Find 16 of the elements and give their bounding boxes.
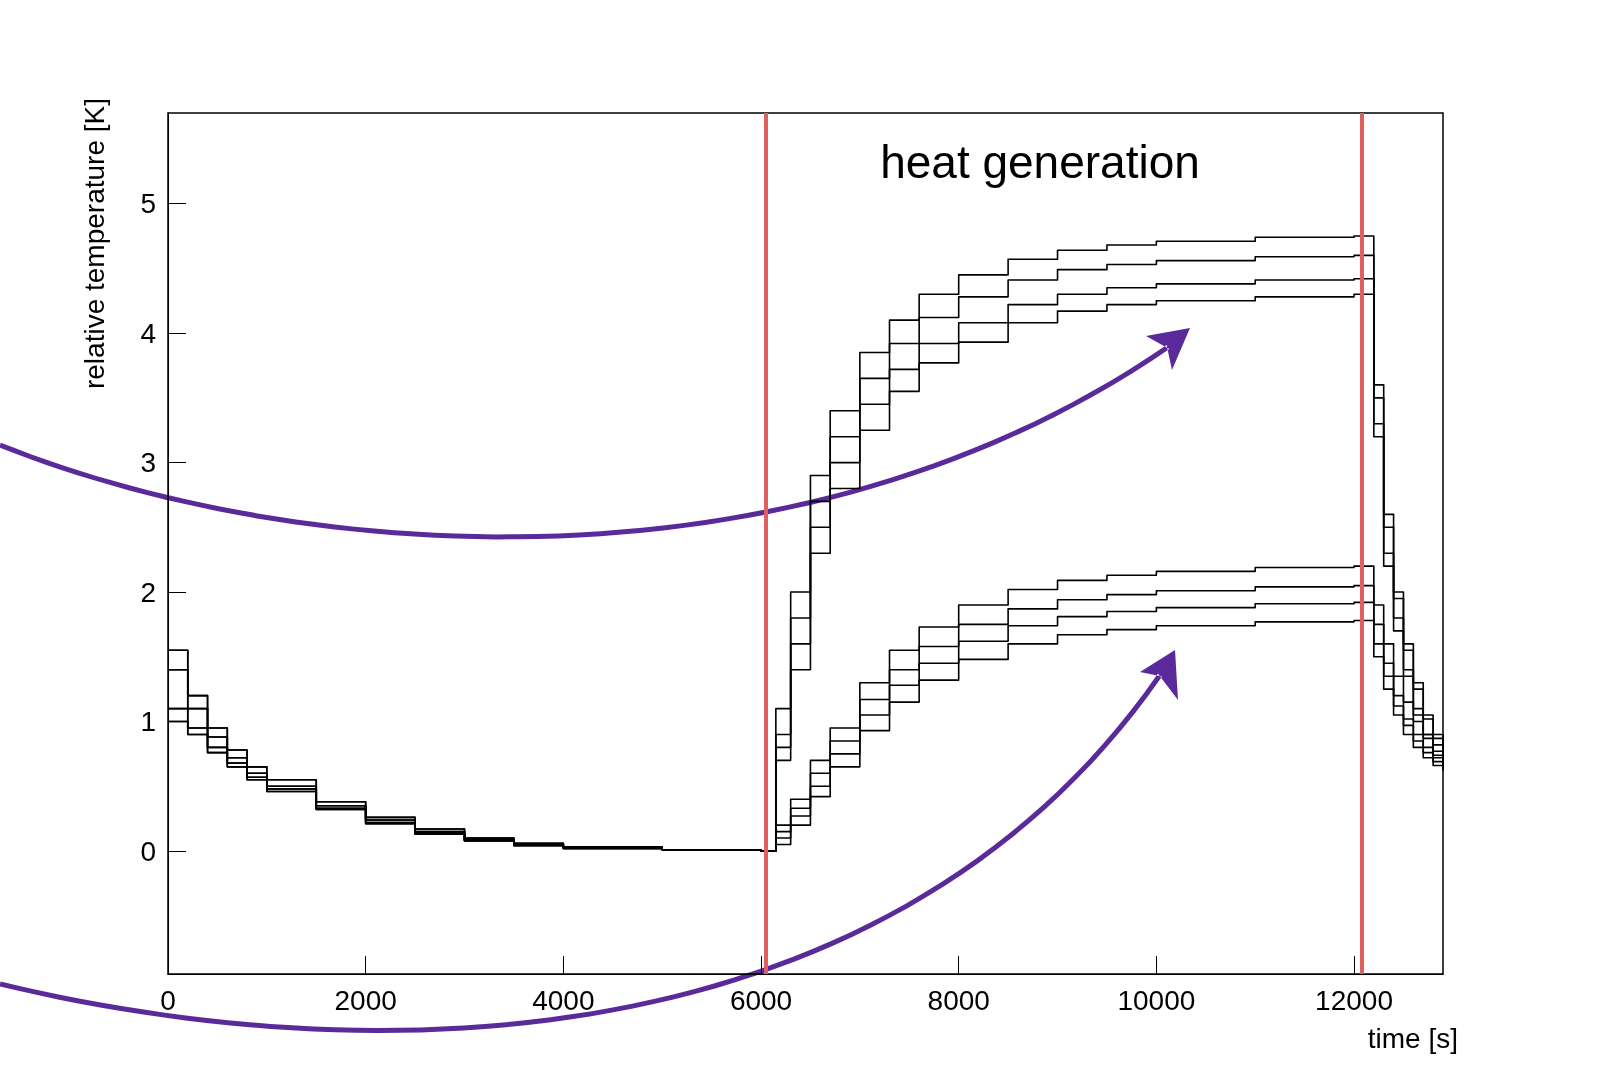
x-tick-label: 6000 <box>729 984 793 1016</box>
y-tick-label: 0 <box>140 835 156 867</box>
annotation: heat generation <box>880 136 1200 188</box>
y-tick-label: 5 <box>140 188 156 220</box>
x-tick-label: 4000 <box>532 984 595 1016</box>
x-tick-label: 12000 <box>1315 984 1393 1016</box>
y-tick-label: 3 <box>140 447 156 479</box>
y-tick-label: 4 <box>140 317 156 349</box>
x-tick-label: 2000 <box>334 984 397 1016</box>
y-tick-label: 1 <box>140 706 156 738</box>
x-tick-label: 0 <box>160 984 176 1016</box>
y-tick-label: 2 <box>140 576 156 608</box>
x-tick-label: 10000 <box>1117 984 1196 1016</box>
y-axis-title: relative temperature [K] <box>78 98 110 390</box>
x-tick-label: 8000 <box>927 984 990 1016</box>
x-axis-title: time [s] <box>1367 1022 1458 1054</box>
